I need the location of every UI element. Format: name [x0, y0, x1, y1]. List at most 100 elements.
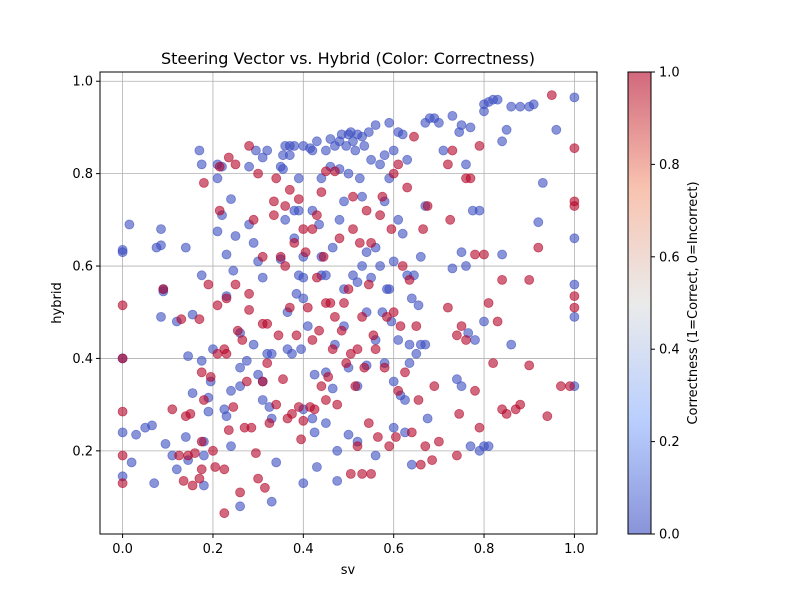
point-incorrect: [287, 348, 297, 359]
point-correct: [345, 348, 356, 359]
point-incorrect: [180, 242, 191, 253]
y-tick-label: 0.6: [72, 260, 93, 275]
point-incorrect: [314, 219, 325, 230]
point-correct: [381, 311, 392, 322]
point-correct: [569, 291, 580, 302]
point-incorrect: [438, 145, 449, 156]
x-tick-label: 0.2: [203, 542, 224, 557]
point-incorrect: [147, 420, 157, 431]
point-incorrect: [311, 136, 322, 147]
point-incorrect: [370, 450, 381, 461]
point-incorrect: [406, 293, 417, 304]
point-correct: [296, 434, 307, 445]
point-incorrect: [451, 374, 462, 385]
point-correct: [235, 487, 246, 498]
point-incorrect: [117, 427, 128, 438]
point-correct: [323, 371, 334, 382]
point-incorrect: [415, 251, 426, 262]
colorbar-tick-label: 0.0: [659, 528, 680, 543]
point-correct: [158, 284, 169, 295]
point-correct: [429, 381, 440, 392]
point-correct: [314, 325, 325, 336]
point-correct: [244, 288, 255, 299]
point-correct: [316, 187, 327, 198]
point-incorrect: [156, 240, 166, 251]
point-correct: [393, 159, 404, 170]
point-correct: [117, 450, 128, 461]
point-correct: [388, 168, 399, 179]
point-correct: [307, 224, 318, 235]
point-correct: [244, 140, 255, 151]
point-correct: [262, 318, 273, 329]
point-correct: [366, 468, 377, 479]
point-incorrect: [298, 293, 309, 304]
point-correct: [556, 381, 566, 392]
point-correct: [409, 131, 419, 142]
point-incorrect: [131, 429, 142, 440]
point-incorrect: [284, 150, 295, 161]
point-incorrect: [235, 501, 246, 512]
point-incorrect: [384, 117, 395, 128]
point-correct: [354, 237, 365, 248]
point-incorrect: [341, 140, 352, 151]
point-incorrect: [266, 496, 277, 507]
point-incorrect: [298, 272, 309, 283]
point-correct: [325, 298, 336, 308]
plot-area-frame: [99, 71, 598, 535]
point-correct: [262, 358, 273, 369]
point-correct: [332, 399, 343, 410]
point-correct: [379, 362, 390, 373]
point-incorrect: [413, 300, 424, 311]
point-incorrect: [456, 247, 467, 258]
point-incorrect: [244, 161, 255, 172]
point-correct: [327, 344, 338, 355]
point-correct: [221, 348, 232, 359]
point-correct: [447, 145, 458, 156]
y-tick-label: 1.0: [72, 75, 93, 90]
point-correct: [451, 330, 462, 341]
point-correct: [278, 374, 288, 385]
point-incorrect: [309, 427, 320, 438]
point-correct: [348, 224, 358, 235]
point-correct: [253, 168, 264, 179]
point-incorrect: [280, 214, 291, 225]
point-incorrect: [325, 134, 336, 144]
point-correct: [219, 464, 230, 475]
point-incorrect: [379, 150, 390, 161]
point-incorrect: [420, 339, 431, 350]
x-tick-label: 0.6: [383, 542, 404, 557]
point-correct: [456, 321, 467, 332]
point-correct: [117, 353, 128, 364]
point-incorrect: [248, 339, 259, 350]
point-correct: [343, 284, 354, 295]
point-correct: [174, 450, 185, 461]
point-correct: [264, 418, 275, 429]
point-incorrect: [334, 214, 345, 225]
point-incorrect: [483, 441, 494, 452]
point-incorrect: [156, 224, 166, 235]
point-correct: [406, 427, 417, 438]
point-incorrect: [404, 339, 415, 350]
point-incorrect: [400, 395, 410, 405]
point-incorrect: [388, 256, 399, 267]
point-correct: [329, 311, 340, 322]
point-incorrect: [156, 311, 166, 322]
point-correct: [352, 441, 363, 452]
point-correct: [492, 316, 503, 327]
point-incorrect: [291, 288, 302, 299]
point-correct: [418, 224, 429, 235]
point-correct: [515, 399, 526, 410]
point-incorrect: [433, 117, 444, 128]
point-incorrect: [266, 348, 277, 359]
point-correct: [257, 376, 268, 387]
point-correct: [241, 376, 252, 387]
point-incorrect: [479, 106, 489, 117]
colorbar-tick-label: 1.0: [659, 66, 680, 81]
point-correct: [212, 300, 223, 311]
point-incorrect: [551, 124, 562, 135]
point-correct: [280, 261, 291, 271]
point-correct: [223, 152, 234, 163]
point-incorrect: [241, 355, 252, 366]
x-axis-ticks: 0.0 0.2 0.4 0.6 0.8 1.0: [112, 534, 585, 557]
point-incorrect: [357, 191, 368, 202]
